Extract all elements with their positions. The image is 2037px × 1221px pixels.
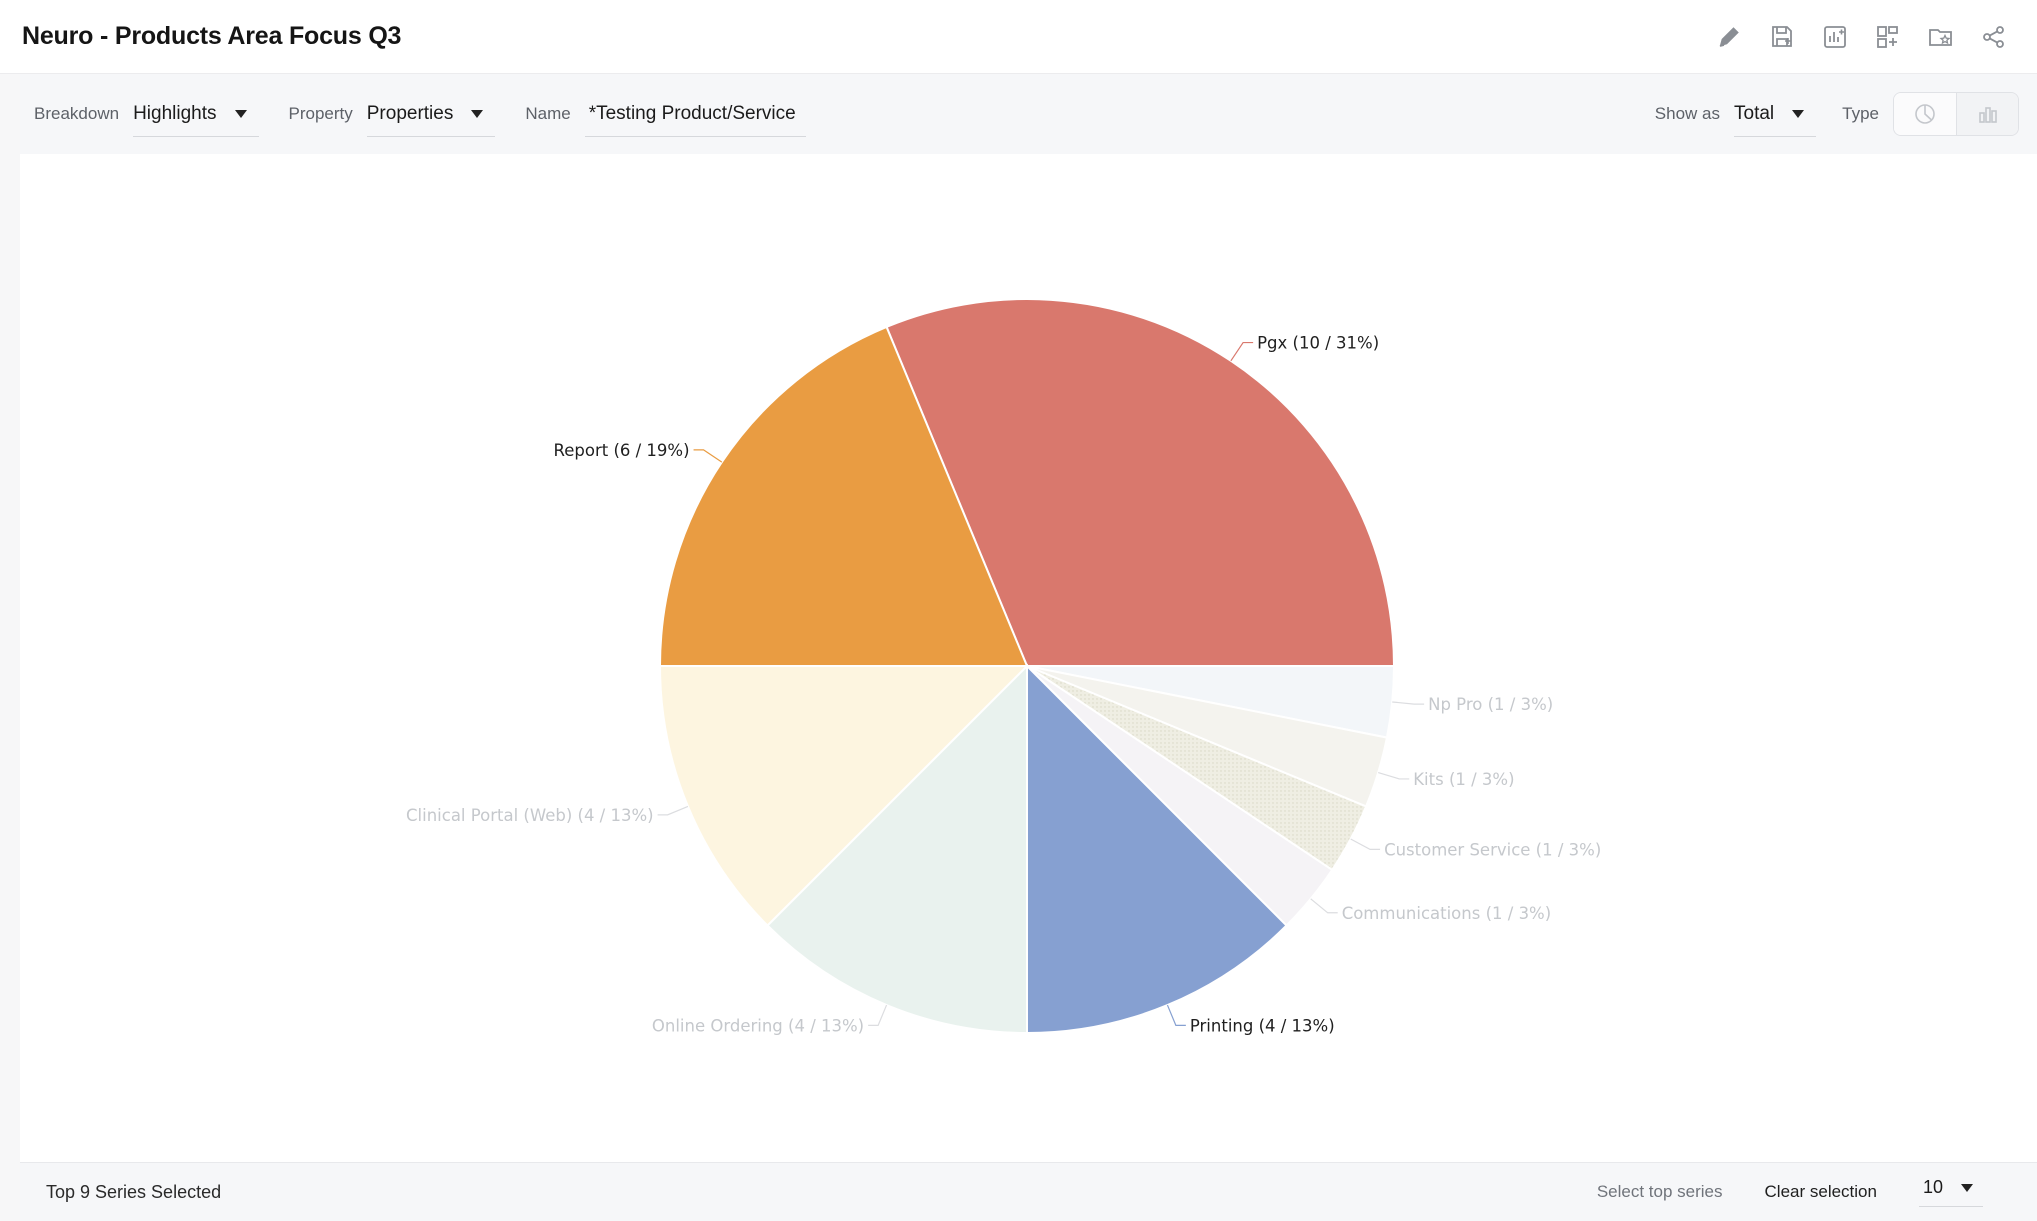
left-gutter [0, 74, 20, 1221]
chart-add-icon [1823, 25, 1846, 48]
pie-leader-line [868, 1004, 888, 1026]
pie-slice-label: Clinical Portal (Web) (4 / 13%) [406, 806, 654, 825]
select-top-series-button[interactable]: Select top series [1596, 1182, 1723, 1201]
clear-selection-button[interactable]: Clear selection [1764, 1182, 1877, 1201]
pie-slice[interactable] [1026, 663, 1288, 1035]
pie-slice-label: Online Ordering (4 / 13%) [652, 1016, 864, 1035]
series-footer: Top 9 Series Selected Select top series … [20, 1162, 2037, 1221]
add-to-report-button[interactable] [1819, 21, 1850, 52]
share-button[interactable] [1978, 21, 2009, 52]
property-select[interactable]: Properties [366, 91, 496, 137]
pie-chart-area: Pgx (10 / 31%) Np Pro (1 / 3%) Kits (1 / 3… [20, 154, 2037, 1162]
save-button[interactable] [1766, 21, 1797, 52]
breakdown-value: Highlights [133, 102, 217, 124]
name-label: Name [525, 104, 571, 123]
edit-button[interactable] [1713, 21, 1744, 52]
pie-slice-label: Np Pro (1 / 3%) [1428, 695, 1553, 714]
favorite-folder-button[interactable] [1925, 21, 1956, 52]
folder-star-icon [1928, 28, 1952, 46]
add-to-dashboard-button[interactable] [1872, 21, 1903, 52]
property-value: Properties [366, 102, 454, 124]
chevron-down-icon [1792, 109, 1805, 118]
pie-leader-line [657, 805, 689, 816]
pie-leader-line [1350, 838, 1381, 850]
chart-type-toggle [1893, 92, 2019, 136]
pie-chart: Pgx (10 / 31%) Np Pro (1 / 3%) Kits (1 / 3… [406, 298, 1601, 1035]
chevron-down-icon [1961, 1183, 1973, 1192]
pie-slice[interactable] [658, 665, 1030, 927]
pie-type-button[interactable] [1894, 93, 1956, 135]
bar-type-button[interactable] [1956, 93, 2018, 135]
breakdown-select[interactable]: Highlights [133, 91, 259, 137]
type-label: Type [1842, 104, 1879, 123]
pie-slice-label: Pgx (10 / 31%) [1257, 334, 1379, 353]
name-field[interactable]: *Testing Product/Service [584, 91, 806, 137]
pie-leader-line [1230, 341, 1254, 362]
property-label: Property [288, 104, 353, 123]
share-icon [1982, 25, 2004, 48]
pie-slice[interactable] [766, 663, 1028, 1035]
pie-leader-line [1166, 1004, 1186, 1026]
pie-slice-label: Communications (1 / 3%) [1342, 904, 1552, 923]
pie-chart-icon [1915, 104, 1935, 124]
chevron-down-icon [234, 109, 247, 118]
header-toolbar [1713, 21, 2015, 52]
page-title: Neuro - Products Area Focus Q3 [22, 22, 402, 50]
page-header: Neuro - Products Area Focus Q3 [0, 0, 2037, 74]
pie-leader-line [1310, 898, 1338, 914]
pie-leader-line [1392, 701, 1425, 705]
breakdown-label: Breakdown [34, 104, 120, 123]
show-as-value: Total [1734, 102, 1775, 124]
filter-bar: Breakdown Highlights Property Properties… [20, 74, 2037, 154]
pencil-icon [1719, 26, 1739, 47]
pie-slice-label: Customer Service (1 / 3%) [1384, 840, 1601, 859]
top-series-count-value: 10 [1922, 1177, 1943, 1197]
dashboard-add-icon [1876, 25, 1898, 48]
show-as-label: Show as [1654, 104, 1720, 123]
save-icon [1771, 25, 1792, 47]
series-selected-count: Top 9 Series Selected [46, 1181, 222, 1202]
bar-chart-icon [1978, 107, 1997, 123]
pie-slice-label: Kits (1 / 3%) [1413, 770, 1514, 789]
top-series-count-select[interactable]: 10 [1918, 1177, 1983, 1207]
pie-leader-line [1378, 771, 1410, 780]
pie-slice-label: Report (6 / 19%) [554, 441, 690, 460]
chevron-down-icon [471, 109, 484, 118]
pie-slice-label: Printing (4 / 13%) [1190, 1016, 1335, 1035]
pie-leader-line [693, 449, 723, 463]
show-as-select[interactable]: Total [1734, 91, 1817, 137]
